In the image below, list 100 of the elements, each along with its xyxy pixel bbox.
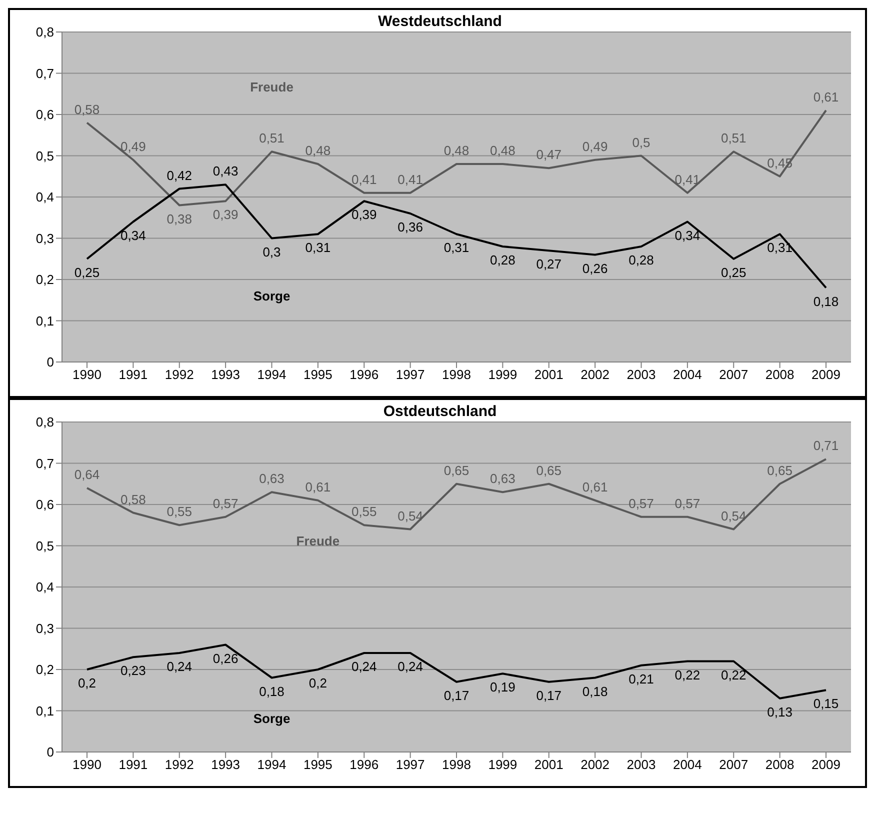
data-label: 0,38 [166,211,192,226]
x-tick-label: 2008 [765,367,794,382]
data-label: 0,17 [444,688,470,703]
text: Freude [250,80,294,95]
data-label: 0,3 [262,244,281,260]
data-label: 0,28 [628,252,654,268]
data-label: 0,65 [444,462,470,478]
data-label: 0,41 [398,172,423,187]
data-label: 0,41 [351,172,377,187]
data-label: 0,36 [398,220,423,234]
x-tick-label: 1990 [72,367,102,382]
data-label: 0,65 [536,462,562,478]
x-tick-label: 2004 [672,367,702,382]
data-label: 0,57 [628,496,654,511]
x-tick-label: 2003 [626,757,656,772]
data-label: 0,51 [720,130,746,146]
x-tick-label: 1993 [211,367,240,382]
data-label: 0,58 [74,102,100,117]
x-tick-label: 1999 [488,757,518,772]
data-label: 0,19 [490,680,516,695]
series-label: Freude [296,533,340,548]
data-label: 0,26 [212,650,238,666]
x-tick-label: 1994 [257,367,286,382]
y-tick-label: 0,8 [36,414,54,430]
y-tick-label: 0,7 [36,456,54,471]
y-tick-label: 0,4 [36,190,54,205]
data-label: 0,26 [582,260,608,276]
data-label: 0,63 [259,471,284,486]
data-label: 0,22 [720,667,746,682]
x-tick-label: 2009 [812,367,840,382]
data-label: 0,25 [74,264,100,280]
data-label: 0,28 [490,252,516,268]
data-label: 0,48 [490,143,516,158]
x-tick-label: 1996 [350,757,379,772]
x-tick-label: 1991 [118,757,148,772]
x-tick-label: 2007 [719,757,748,772]
data-label: 0,39 [212,207,238,222]
y-tick-label: 0 [46,354,54,370]
data-label: 0,63 [490,471,516,486]
data-label: 0,34 [120,228,146,243]
data-label: 0,34 [674,228,700,243]
x-tick-label: 1996 [350,367,379,382]
data-label: 0,15 [813,696,839,712]
data-label: 0,43 [212,164,238,179]
x-tick-label: 1997 [396,367,425,382]
x-tick-label: 1992 [164,367,194,382]
data-label: 0,51 [259,130,284,146]
data-label: 0,55 [166,504,192,520]
y-tick-label: 0,1 [36,313,54,328]
x-tick-label: 1997 [396,757,425,772]
data-label: 0,61 [305,479,331,494]
y-tick-label: 0,7 [36,66,54,81]
data-label: 0,18 [582,684,608,699]
x-tick-label: 2001 [534,367,564,382]
y-tick-label: 0,3 [36,230,54,246]
data-label: 0,31 [444,240,470,256]
data-label: 0,25 [720,264,746,280]
x-tick-label: 1991 [118,367,148,382]
data-label: 0,48 [444,143,470,158]
x-tick-label: 1995 [303,367,332,382]
text: Sorge [253,710,290,726]
x-tick-label: 2002 [580,367,610,382]
chart-title: Ostdeutschland [383,403,497,420]
y-tick-label: 0,6 [36,107,54,122]
data-label: 0,2 [308,676,327,690]
data-label: 0,71 [813,438,839,454]
data-label: 0,24 [166,659,192,674]
x-tick-label: 1993 [211,757,240,772]
data-label: 0,24 [398,659,423,674]
data-label: 0,41 [674,172,700,187]
x-tick-label: 2008 [765,757,794,772]
x-tick-label: 2007 [719,367,748,382]
data-label: 0,2 [78,676,96,690]
data-label: 0,65 [767,462,792,478]
data-label: 0,5 [632,134,650,150]
data-label: 0,17 [536,688,562,703]
data-label: 0,21 [628,671,654,686]
x-tick-label: 1999 [488,367,518,382]
x-tick-label: 1995 [303,757,332,772]
x-tick-label: 1990 [72,757,102,772]
data-label: 0,13 [767,704,792,720]
x-tick-label: 1992 [164,757,194,772]
y-tick-label: 0,1 [36,703,54,718]
y-tick-label: 0,5 [36,148,54,164]
data-label: 0,39 [351,207,377,222]
x-tick-label: 2001 [534,757,564,772]
data-label: 0,64 [74,467,100,482]
x-tick-label: 2002 [580,757,610,772]
y-tick-label: 0,6 [36,497,54,512]
data-label: 0,22 [674,667,700,682]
x-tick-label: 1998 [442,757,471,772]
y-tick-label: 0,8 [36,24,54,40]
data-label: 0,18 [813,294,839,309]
data-label: 0,47 [536,147,562,162]
y-tick-label: 0,2 [36,662,54,678]
data-label: 0,27 [536,256,562,272]
data-label: 0,49 [120,138,146,154]
data-label: 0,31 [767,240,792,256]
data-label: 0,18 [259,684,284,699]
x-tick-label: 1998 [442,367,471,382]
